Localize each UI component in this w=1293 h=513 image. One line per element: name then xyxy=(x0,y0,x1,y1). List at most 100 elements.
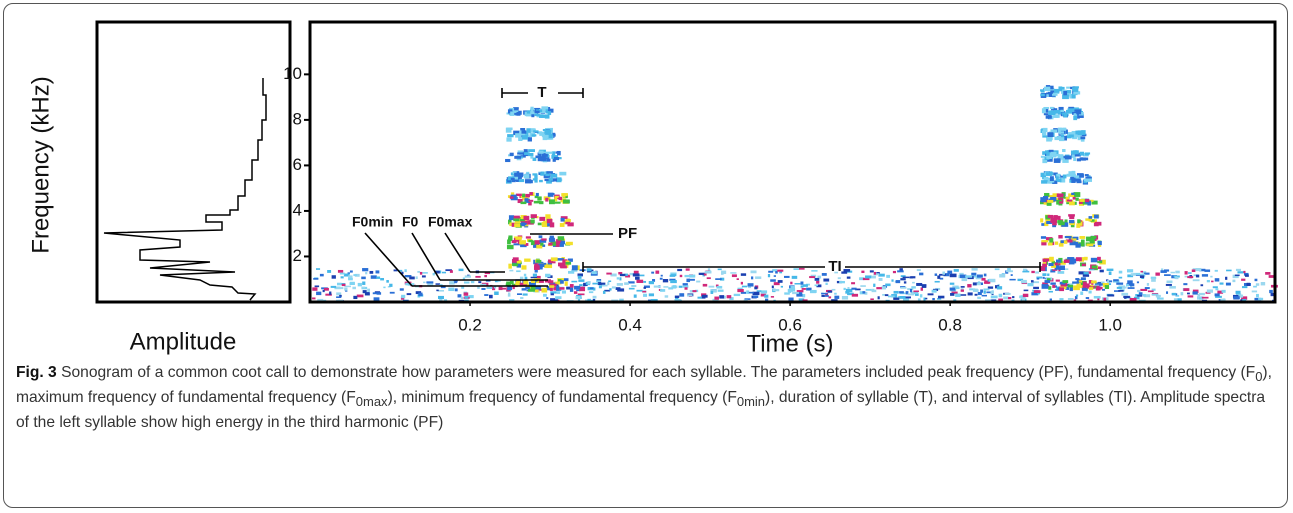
noise xyxy=(367,288,371,292)
noise xyxy=(1170,271,1175,274)
harmonic xyxy=(523,149,528,153)
noise xyxy=(598,282,606,285)
harmonic xyxy=(1091,265,1098,269)
harmonic xyxy=(542,262,547,265)
noise xyxy=(404,269,407,273)
noise xyxy=(899,268,903,272)
harmonic xyxy=(1046,94,1050,97)
harmonic xyxy=(1081,130,1086,135)
amplitude-spectrum xyxy=(103,78,267,301)
noise xyxy=(670,274,677,277)
noise xyxy=(643,287,647,289)
noise xyxy=(1006,270,1013,273)
noise xyxy=(1078,271,1086,275)
noise xyxy=(847,287,850,289)
harmonic xyxy=(1079,151,1085,156)
y-tick-label: 6 xyxy=(293,155,302,174)
harmonic xyxy=(510,192,515,195)
noise xyxy=(1080,291,1084,295)
harmonic xyxy=(547,133,553,139)
noise xyxy=(337,269,344,273)
noise xyxy=(921,285,927,288)
harmonic xyxy=(544,114,550,119)
harmonic xyxy=(1104,285,1110,290)
noise xyxy=(1062,268,1069,270)
noise xyxy=(585,299,589,302)
noise xyxy=(689,274,696,278)
noise xyxy=(810,274,817,278)
noise xyxy=(347,272,350,275)
harmonic xyxy=(1046,153,1050,156)
noise xyxy=(695,289,699,293)
harmonic xyxy=(548,177,553,181)
harmonic xyxy=(1072,133,1080,136)
noise xyxy=(960,289,964,292)
harmonic xyxy=(1063,240,1068,244)
noise xyxy=(1156,297,1164,300)
noise xyxy=(437,295,444,300)
harmonic xyxy=(574,285,581,290)
noise xyxy=(516,293,522,295)
noise xyxy=(983,273,987,277)
noise xyxy=(534,269,538,273)
noise xyxy=(794,283,801,285)
harmonic xyxy=(1050,282,1056,285)
noise xyxy=(1173,298,1179,302)
caption: Fig. 3 Sonogram of a common coot call to… xyxy=(16,362,1278,433)
noise xyxy=(633,270,639,275)
noise xyxy=(361,286,366,289)
noise xyxy=(717,289,724,292)
noise xyxy=(814,277,820,281)
noise xyxy=(404,274,412,278)
noise xyxy=(707,268,711,271)
harmonic xyxy=(514,172,520,177)
harmonic xyxy=(538,150,544,154)
noise xyxy=(1047,273,1050,276)
noise xyxy=(756,290,762,292)
harmonic xyxy=(513,243,521,246)
noise xyxy=(899,291,904,294)
harmonic xyxy=(1086,243,1094,247)
noise xyxy=(1083,271,1089,275)
noise xyxy=(406,293,412,296)
noise xyxy=(632,273,640,277)
harmonic xyxy=(556,177,562,183)
noise xyxy=(507,294,511,297)
harmonic xyxy=(1052,193,1059,198)
harmonic xyxy=(1044,192,1050,197)
harmonic xyxy=(1042,130,1047,136)
harmonic xyxy=(1046,201,1052,206)
harmonic xyxy=(1053,172,1058,176)
noise xyxy=(831,288,836,291)
harmonic xyxy=(520,201,527,205)
harmonic xyxy=(1040,93,1045,97)
noise xyxy=(1177,298,1182,301)
noise xyxy=(828,296,832,299)
noise xyxy=(1201,274,1209,277)
noise xyxy=(1030,280,1034,283)
noise xyxy=(372,292,377,295)
noise xyxy=(602,284,608,287)
harmonic xyxy=(546,171,553,174)
noise xyxy=(417,270,421,273)
noise xyxy=(702,283,708,287)
harmonic xyxy=(529,108,535,114)
noise xyxy=(754,286,758,290)
noise xyxy=(917,298,921,301)
noise xyxy=(1031,270,1035,274)
noise xyxy=(339,272,345,275)
harmonic xyxy=(554,195,560,199)
x-tick-label: 0.4 xyxy=(618,315,642,334)
noise xyxy=(977,296,982,300)
noise xyxy=(910,276,916,279)
noise xyxy=(633,294,637,298)
harmonic xyxy=(535,285,541,290)
noise xyxy=(575,296,581,300)
harmonic xyxy=(1064,219,1068,224)
noise xyxy=(780,285,784,288)
noise xyxy=(556,291,561,294)
noise xyxy=(591,271,597,275)
harmonic xyxy=(546,218,553,224)
noise xyxy=(1198,297,1202,300)
harmonic xyxy=(1079,236,1086,239)
